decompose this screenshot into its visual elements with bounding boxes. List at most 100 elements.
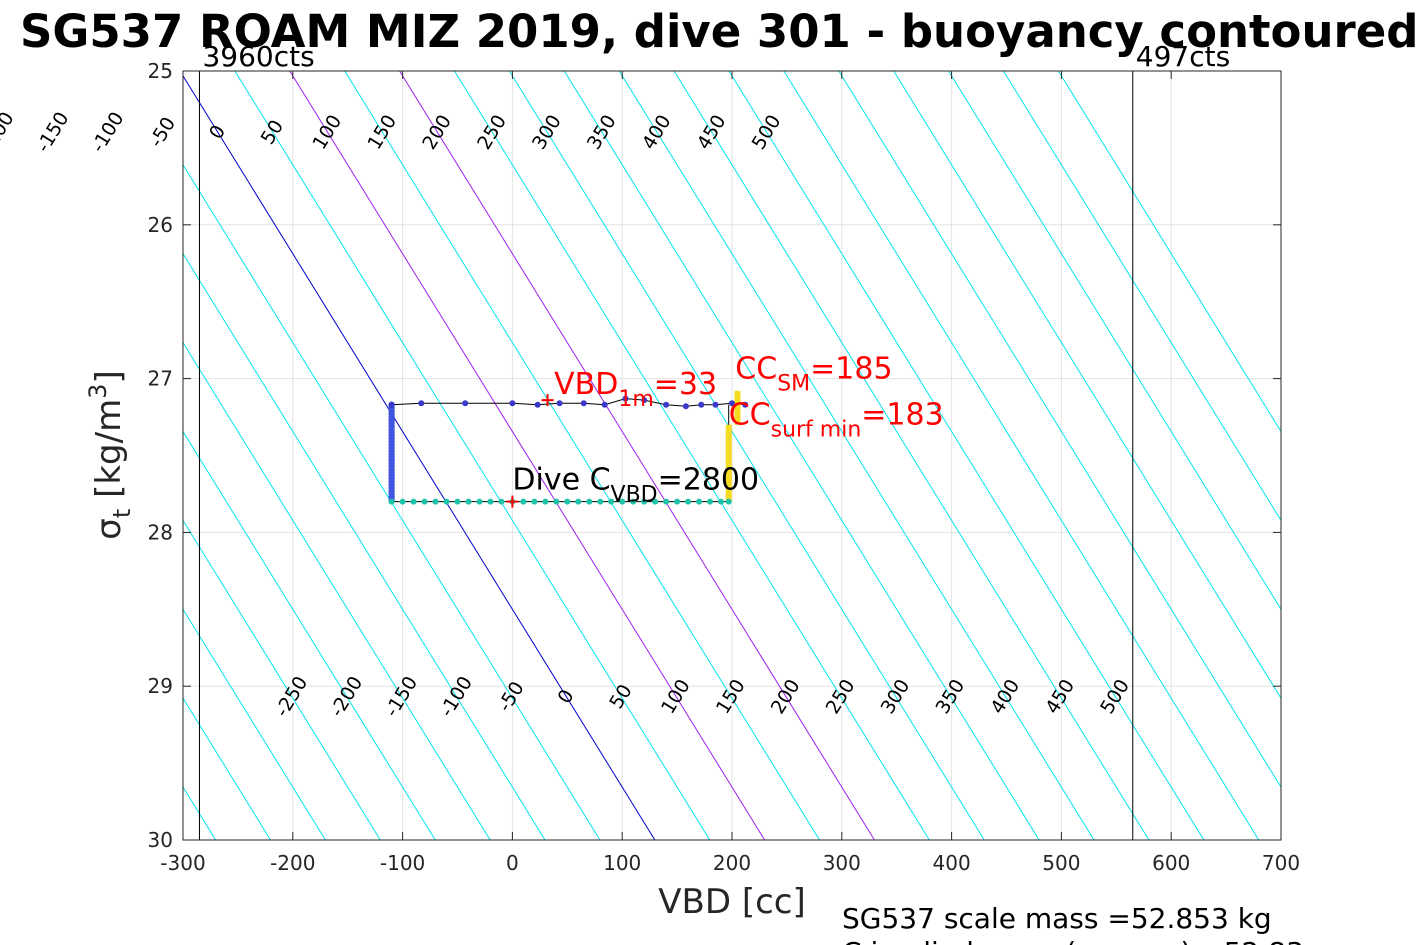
annotation-ccsm: CCSM=185 — [735, 352, 892, 397]
contour-line--150 — [183, 341, 491, 840]
contour-line-0 — [183, 74, 656, 840]
contour-line--300 — [183, 608, 326, 840]
trace-point-bottom-29 — [707, 498, 714, 505]
y-tick-label-3: 28 — [148, 520, 173, 544]
y-tick-label-0: 25 — [148, 59, 173, 83]
trace-point-bottom-2 — [410, 498, 417, 505]
y-axis-label-sub: t — [108, 509, 136, 518]
trace-point-top-3 — [509, 400, 516, 407]
trace-point-top-2 — [462, 400, 469, 407]
trace-point-bottom-27 — [685, 498, 692, 505]
trace-point-top-11 — [682, 403, 689, 410]
contour-line--550 — [0, 71, 51, 840]
y-axis-label: σt [kg/m3] — [84, 370, 136, 539]
trace-point-bottom-25 — [663, 498, 670, 505]
chart-title: SG537 ROAM MIZ 2019, dive 301 - buoyancy… — [20, 5, 1417, 58]
trace-point-top-5 — [556, 400, 563, 407]
contour-line--350 — [183, 697, 271, 840]
annotation-vbd1m-main: VBD — [554, 367, 618, 402]
vbd-limit-label-0: 3960cts — [202, 40, 314, 73]
trace-point-bottom-15 — [553, 498, 560, 505]
x-tick-label-8: 500 — [1042, 851, 1080, 875]
trace-point-bottom-18 — [586, 498, 593, 505]
trace-point-bottom-14 — [542, 498, 549, 505]
annotation-ccsm-value: =185 — [810, 352, 892, 387]
annotation-divec-main: Dive C — [512, 462, 610, 497]
trace-point-bottom-13 — [531, 498, 538, 505]
trace-point-bottom-4 — [432, 498, 439, 505]
annotation-vbd1m-value: =33 — [654, 367, 717, 402]
trace-point-top-1 — [418, 400, 425, 407]
contour-label-top-3: -200 — [0, 108, 19, 156]
marker-plus-0 — [506, 495, 519, 508]
annotation-ccsurf-main: CC — [729, 398, 771, 433]
footer-implied-mass: C implied mass (apogee) =52.83 — [842, 936, 1304, 945]
y-axis-label-close: ] — [89, 370, 129, 383]
annotation-ccsm-sub: SM — [777, 372, 810, 397]
contour-line-150 — [344, 71, 820, 840]
contour-line--50 — [183, 163, 601, 840]
trace-point-bottom-31 — [725, 498, 732, 505]
contour-label-top-4: -150 — [32, 108, 73, 156]
trace-point-bottom-3 — [421, 498, 428, 505]
contour-line-50 — [234, 71, 711, 840]
trace-point-bottom-17 — [575, 498, 582, 505]
contour-line--250 — [183, 519, 381, 840]
x-tick-label-5: 200 — [713, 851, 751, 875]
contour-line-700 — [948, 71, 1281, 611]
y-axis-label-unit: [kg/m — [89, 399, 129, 509]
contour-line-750 — [1003, 71, 1281, 522]
x-tick-label-3: 0 — [506, 851, 519, 875]
x-tick-label-6: 300 — [823, 851, 861, 875]
annotation-divec-value: =2800 — [658, 462, 759, 497]
trace-point-bottom-10 — [498, 498, 505, 505]
contour-line-250 — [454, 71, 930, 840]
contour-line-650 — [893, 71, 1281, 700]
footer-scale-mass: SG537 scale mass =52.853 kg — [842, 902, 1272, 935]
trace-point-bottom-8 — [476, 498, 483, 505]
trace-point-bottom-20 — [608, 498, 615, 505]
trace-point-bottom-30 — [718, 498, 725, 505]
trace-point-bottom-22 — [630, 498, 637, 505]
trace-point-top-8 — [622, 395, 629, 402]
axis-ticks: -300 -200 -100 0 100 200 300 400 500 600 700 25 26 27… — [148, 59, 1301, 875]
dive-trace — [388, 390, 749, 505]
y-axis-label-symbol: σ — [89, 518, 129, 540]
contour-line-800 — [1057, 71, 1281, 433]
trace-point-bottom-12 — [520, 498, 527, 505]
contour-line-450 — [673, 71, 1150, 840]
trace-point-bottom-16 — [564, 498, 571, 505]
trace-point-bottom-6 — [454, 498, 461, 505]
annotation-ccsm-main: CC — [735, 352, 777, 387]
annotation-divec-sub: VBD — [611, 482, 658, 507]
trace-point-top-0 — [388, 401, 395, 408]
x-tick-label-2: -100 — [380, 851, 425, 875]
contour-line-100 — [289, 71, 766, 840]
y-tick-label-5: 30 — [148, 828, 173, 852]
annotation-ccsurf-sub: surf min — [771, 418, 862, 443]
trace-point-top-15 — [742, 401, 749, 408]
trace-point-top-12 — [698, 401, 705, 408]
trace-point-bottom-24 — [652, 498, 659, 505]
trace-point-bottom-1 — [399, 498, 406, 505]
buoyancy-contours — [0, 71, 1281, 840]
x-tick-label-10: 700 — [1262, 851, 1300, 875]
trace-point-top-9 — [641, 397, 648, 404]
trace-point-top-14 — [729, 400, 735, 407]
contour-line-400 — [618, 71, 1095, 840]
contour-line--200 — [183, 430, 436, 840]
trace-point-top-10 — [663, 401, 670, 408]
trace-point-top-4 — [534, 401, 541, 408]
trace-point-top-13 — [712, 401, 719, 408]
x-tick-label-0: -300 — [160, 851, 205, 875]
vbd-limit-label-1: 497cts — [1136, 40, 1230, 73]
y-tick-label-2: 27 — [148, 367, 173, 391]
trace-point-bottom-5 — [443, 498, 450, 505]
trace-point-bottom-23 — [641, 498, 648, 505]
trace-top-line — [391, 398, 746, 407]
contour-line--100 — [183, 252, 546, 840]
y-tick-label-1: 26 — [148, 213, 173, 237]
trace-point-bottom-7 — [465, 498, 472, 505]
x-tick-label-9: 600 — [1152, 851, 1190, 875]
